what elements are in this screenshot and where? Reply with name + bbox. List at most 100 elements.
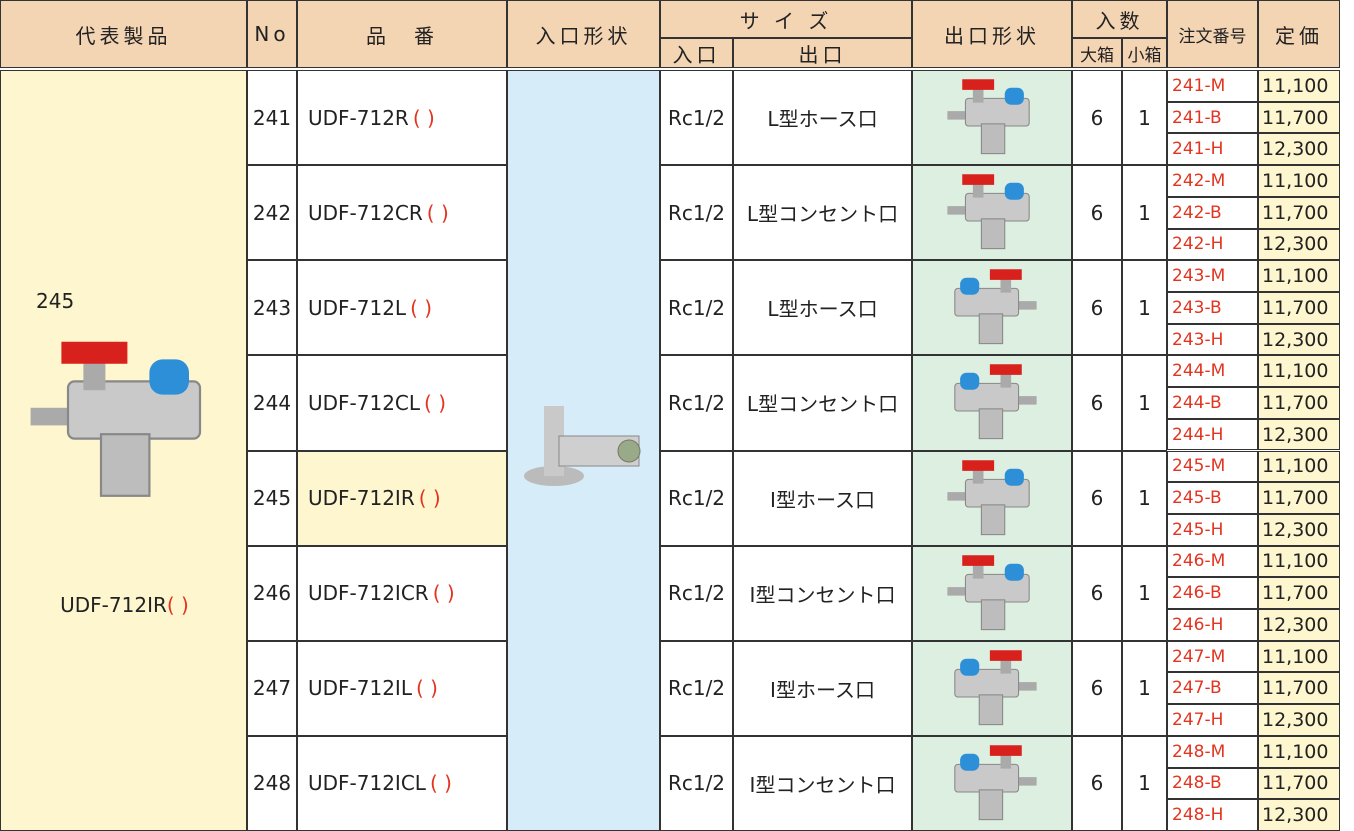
small-box: 1 — [1138, 581, 1151, 606]
no-cell: 246 — [247, 545, 297, 641]
small-box: 1 — [1138, 200, 1151, 225]
outlet-shape-cell — [912, 355, 1072, 451]
no-text: 243 — [252, 295, 292, 320]
price-cell: 12,300 — [1258, 704, 1340, 736]
order-cell: 247-M — [1167, 640, 1258, 673]
order-code: 243-H — [1172, 329, 1224, 350]
order-cell: 244-H — [1167, 418, 1258, 451]
outlet-size-cell: L型コンセント口 — [733, 355, 912, 451]
big-box-cell: 6 — [1072, 450, 1122, 546]
order-cell: 242-M — [1167, 165, 1258, 197]
inlet-size: Rc1/2 — [667, 486, 726, 511]
small-box: 1 — [1138, 771, 1151, 796]
representative-no: 245 — [36, 289, 75, 313]
order-cell: 246-B — [1167, 577, 1258, 610]
part-cell: UDF-712CR( ) — [297, 165, 507, 261]
outlet-shape-cell — [912, 260, 1072, 356]
order-cell: 246-H — [1167, 609, 1258, 641]
price: 11,700 — [1262, 201, 1329, 224]
representative-label: UDF-712IR( ) — [1, 593, 246, 617]
order-code: 248-H — [1172, 805, 1224, 826]
part-number: UDF-712ICL — [308, 771, 426, 796]
header-cell: 入口形状 — [507, 0, 660, 68]
price: 11,100 — [1262, 550, 1329, 573]
order-cell: 243-M — [1167, 260, 1258, 292]
outlet-shape-cell — [912, 545, 1072, 641]
order-cell: 242-H — [1167, 228, 1258, 261]
big-box-cell: 6 — [1072, 355, 1122, 451]
inlet-size: Rc1/2 — [667, 581, 726, 606]
no-text: 246 — [252, 581, 292, 606]
outlet-size: L型コンセント口 — [746, 202, 899, 227]
order-code: 244-M — [1172, 361, 1226, 382]
no-cell: 244 — [247, 355, 297, 451]
order-code: 241-M — [1172, 75, 1226, 96]
header-cell: 品 番 — [297, 0, 507, 68]
outlet-size-cell: I型ホース口 — [733, 640, 912, 736]
header-text: サ イ ズ — [739, 8, 833, 33]
big-box-cell: 6 — [1072, 735, 1122, 831]
small-box-cell: 1 — [1122, 260, 1167, 356]
small-box-cell: 1 — [1122, 355, 1167, 451]
price-cell: 11,700 — [1258, 767, 1340, 800]
header-cell: 入口 — [660, 38, 733, 68]
header-text: 入数 — [1095, 8, 1144, 33]
outlet-shape-cell — [912, 450, 1072, 546]
no-text: 248 — [252, 771, 292, 796]
price-cell: 11,100 — [1258, 165, 1340, 197]
price: 12,300 — [1262, 804, 1329, 827]
small-box: 1 — [1138, 105, 1151, 130]
big-box: 6 — [1090, 200, 1104, 225]
inlet-size: Rc1/2 — [667, 200, 726, 225]
price-cell: 12,300 — [1258, 799, 1340, 831]
order-code: 247-B — [1172, 678, 1222, 699]
representative-cell: 245 UDF-712IR( ) — [0, 70, 247, 831]
order-cell: 241-B — [1167, 101, 1258, 134]
paren: ( ) — [412, 105, 435, 130]
no-cell: 245 — [247, 450, 297, 546]
order-cell: 245-B — [1167, 482, 1258, 514]
price: 11,100 — [1262, 455, 1329, 478]
price: 11,100 — [1262, 360, 1329, 383]
outlet-shape-cell — [912, 165, 1072, 261]
header-cell: サ イ ズ — [660, 0, 912, 38]
big-box: 6 — [1090, 105, 1104, 130]
part-number: UDF-712CL — [308, 390, 421, 415]
valve-image — [30, 341, 202, 497]
paren: ( ) — [415, 676, 438, 701]
header-text: 品 番 — [366, 23, 438, 48]
price-cell: 11,700 — [1258, 482, 1340, 514]
inlet-size-cell: Rc1/2 — [660, 165, 733, 261]
part-cell: UDF-712IL( ) — [297, 640, 507, 736]
no-text: 244 — [252, 390, 292, 415]
order-code: 244-B — [1172, 392, 1222, 413]
big-box: 6 — [1090, 295, 1104, 320]
outlet-size-cell: I型コンセント口 — [733, 545, 912, 641]
outlet-size: L型ホース口 — [767, 297, 878, 322]
outlet-size: L型コンセント口 — [746, 392, 899, 417]
big-box: 6 — [1090, 486, 1104, 511]
price-cell: 12,300 — [1258, 133, 1340, 166]
big-box: 6 — [1090, 390, 1104, 415]
price: 11,700 — [1262, 391, 1329, 414]
header-text: 入口形状 — [535, 23, 632, 48]
header-text: 注文番号 — [1178, 26, 1247, 47]
order-code: 246-M — [1172, 551, 1226, 572]
order-cell: 241-H — [1167, 133, 1258, 166]
inlet-size: Rc1/2 — [667, 676, 726, 701]
header-cell: 大箱 — [1072, 38, 1122, 68]
price-cell: 11,100 — [1258, 450, 1340, 483]
no-text: 245 — [252, 486, 292, 511]
outlet-size-cell: I型ホース口 — [733, 450, 912, 546]
small-box-cell: 1 — [1122, 545, 1167, 641]
price-cell: 12,300 — [1258, 323, 1340, 356]
price: 12,300 — [1262, 233, 1329, 256]
price-cell: 11,700 — [1258, 387, 1340, 419]
part-number: UDF-712ICR — [308, 581, 429, 606]
valve-image — [954, 745, 1037, 821]
order-cell: 248-H — [1167, 799, 1258, 831]
small-box-cell: 1 — [1122, 735, 1167, 831]
inlet-size: Rc1/2 — [667, 390, 726, 415]
order-code: 241-H — [1172, 139, 1224, 160]
